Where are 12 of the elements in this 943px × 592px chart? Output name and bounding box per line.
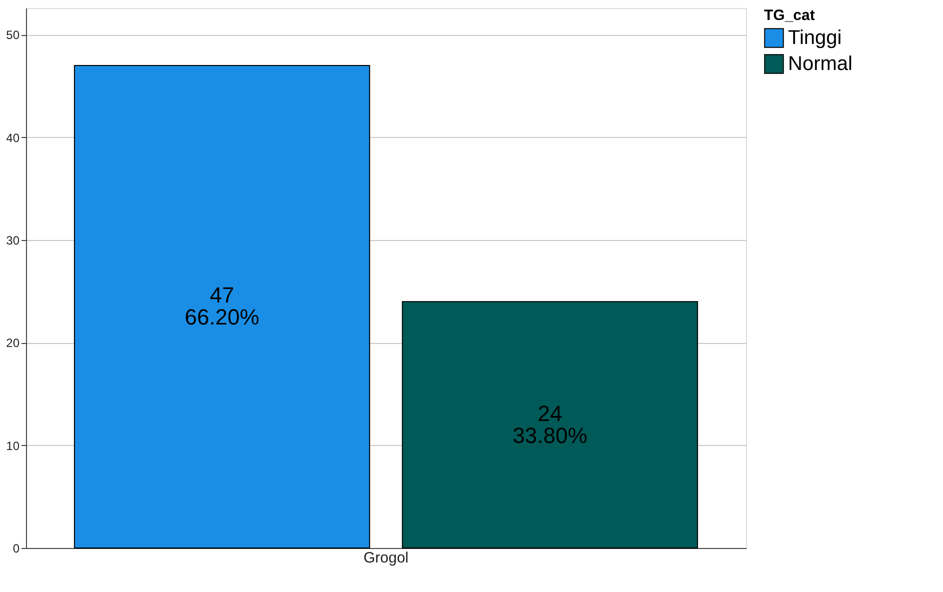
legend-label: Tinggi — [788, 27, 842, 49]
y-tick-label: 40 — [6, 130, 20, 145]
y-tick-label: 20 — [6, 336, 20, 350]
legend-label: Normal — [788, 53, 852, 75]
legend-title: TG_cat — [764, 7, 815, 24]
y-tick-label: 0 — [12, 542, 20, 556]
y-tick-label: 30 — [6, 234, 20, 248]
x-tick-label: Grogol — [363, 550, 409, 566]
data-label: 47 66.20% — [184, 282, 260, 330]
data-label: 24 33.80% — [512, 400, 588, 448]
y-tick-label: 10 — [6, 438, 20, 453]
y-tick-label: 50 — [6, 28, 20, 42]
